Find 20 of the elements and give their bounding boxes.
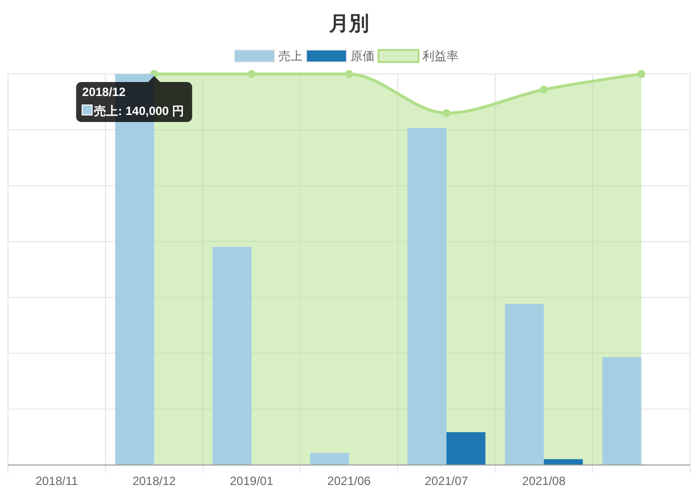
x-tick-label: 2021/08 (522, 474, 566, 488)
legend-label: 売上 (278, 49, 302, 63)
legend-label: 利益率 (422, 49, 458, 63)
x-tick-label: 2021/06 (327, 474, 372, 488)
bar (310, 452, 349, 465)
x-tick-label: 2019/01 (230, 474, 274, 488)
x-tick-label: 2018/11 (35, 474, 78, 488)
chart-title: 月別 (328, 13, 369, 35)
bar (212, 246, 252, 465)
annotation: 2018/12 (82, 85, 126, 99)
annotation: 売上: 140,000 円 (94, 104, 184, 118)
bar (407, 128, 446, 465)
bar (544, 459, 583, 465)
tooltip: 2018/12 売上: 140,000 円 (76, 76, 192, 122)
bar (602, 357, 642, 465)
bar (504, 304, 544, 465)
bar (446, 432, 486, 465)
x-tick-label: 2018/12 (132, 474, 176, 488)
x-tick-label: 2021/07 (424, 474, 468, 488)
legend-label: 原価 (350, 49, 374, 63)
